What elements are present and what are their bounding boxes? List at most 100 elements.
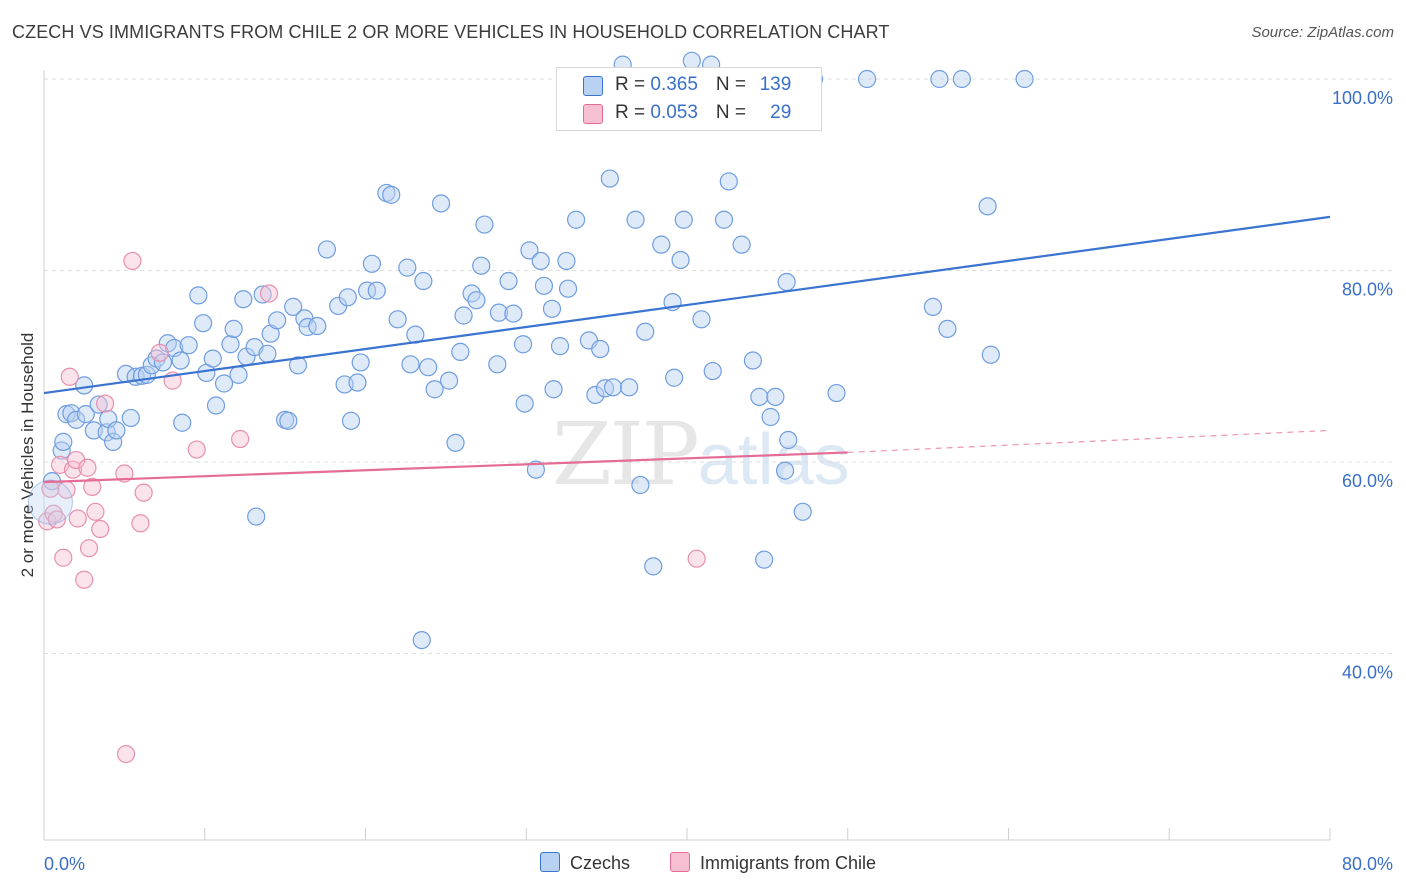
- czechs-point: [439, 371, 459, 390]
- czechs-n-label: N =: [715, 74, 752, 95]
- czechs-point: [267, 311, 287, 330]
- chart-title: CZECH VS IMMIGRANTS FROM CHILE 2 OR MORE…: [12, 22, 890, 42]
- czechs-point: [206, 396, 226, 415]
- chile-point: [687, 549, 706, 568]
- czechs-point: [499, 271, 518, 291]
- chile-trend-line-extension: [847, 429, 1331, 454]
- czechs-point: [566, 210, 586, 229]
- chile-point: [187, 440, 206, 459]
- chile-point: [63, 460, 83, 479]
- czechs-point: [732, 235, 751, 254]
- czechs-point: [189, 286, 208, 305]
- czechs-point: [348, 373, 367, 392]
- czechs-point: [308, 316, 327, 336]
- czechs-point: [179, 336, 198, 355]
- chart-source: Source: ZipAtlas.com: [1251, 24, 1394, 41]
- czechs-point: [362, 254, 382, 273]
- zipatlas-watermark: ZIPatlas: [552, 405, 850, 505]
- czechs-point: [431, 194, 451, 213]
- czechs-point: [938, 319, 957, 339]
- legend-swatch-chile: [670, 852, 690, 872]
- czechs-point: [504, 304, 523, 323]
- czechs-stats: R = 0.365 N = 139: [615, 74, 791, 96]
- czechs-point: [520, 241, 539, 260]
- czechs-point: [194, 314, 213, 333]
- chile-r-value: 0.053: [650, 102, 698, 123]
- czechs-point: [636, 322, 655, 341]
- czechs-point: [382, 185, 401, 204]
- czechs-point: [719, 172, 738, 191]
- series-legend: Czechs Immigrants from Chile: [0, 852, 1406, 878]
- czechs-point: [714, 210, 734, 229]
- czechs-point: [591, 339, 610, 359]
- czechs-point: [779, 430, 798, 450]
- czechs-point: [631, 475, 650, 495]
- czechs-point: [388, 310, 407, 329]
- czechs-point: [777, 272, 796, 292]
- y-tick-label: 60.0%: [1342, 471, 1393, 491]
- chile-point: [150, 343, 169, 362]
- czechs-point: [467, 291, 486, 310]
- czechs-point: [534, 276, 554, 295]
- czechs-point: [341, 411, 361, 430]
- czechs-point: [446, 433, 465, 452]
- chile-point: [79, 539, 99, 558]
- chile-point: [231, 429, 250, 449]
- czechs-trend-line: [43, 215, 1331, 395]
- czechs-point: [750, 387, 769, 406]
- czechs-point: [620, 378, 639, 397]
- czechs-point: [425, 380, 444, 399]
- chile-point: [259, 284, 279, 303]
- czechs-point: [298, 317, 317, 337]
- czechs-point: [107, 421, 126, 440]
- czechs-point: [692, 310, 711, 329]
- czechs-point: [475, 215, 494, 234]
- czechs-point: [171, 351, 190, 370]
- czechs-point: [600, 169, 619, 188]
- czechs-point: [398, 258, 417, 277]
- czechs-point: [671, 250, 690, 270]
- czechs-point: [526, 460, 545, 479]
- czechs-point: [923, 297, 943, 316]
- czechs-point: [412, 630, 431, 650]
- legend-item-chile: Immigrants from Chile: [670, 852, 876, 874]
- legend-label-czechs: Czechs: [570, 853, 631, 873]
- czechs-point: [703, 361, 722, 381]
- czechs-point: [451, 342, 470, 361]
- chile-point: [60, 367, 79, 386]
- czechs-point: [67, 410, 86, 429]
- watermark-zip: ZIP: [552, 405, 700, 505]
- czechs-point: [544, 380, 563, 399]
- czechs-point: [121, 408, 140, 428]
- chile-point: [134, 483, 153, 502]
- czechs-point: [414, 271, 433, 291]
- y-tick-label: 80.0%: [1342, 280, 1393, 300]
- czechs-point: [284, 297, 303, 316]
- czechs-point: [104, 432, 123, 451]
- chile-point: [75, 570, 94, 589]
- czechs-point: [89, 395, 108, 414]
- czechs-point: [401, 355, 420, 374]
- czechs-point: [952, 69, 971, 89]
- watermark-atlas: atlas: [697, 420, 850, 500]
- czechs-point: [827, 383, 846, 403]
- czechs-point: [229, 365, 248, 384]
- czechs-point: [454, 306, 473, 325]
- chile-point: [95, 394, 115, 413]
- czechs-point: [775, 461, 795, 480]
- czechs-point: [173, 413, 192, 432]
- chile-r-label: R =: [615, 102, 651, 123]
- czechs-point: [153, 353, 173, 372]
- czechs-point: [674, 210, 693, 229]
- czechs-n-value: 139: [759, 74, 792, 95]
- czechs-point: [981, 345, 1000, 364]
- czechs-point: [234, 290, 253, 309]
- czechs-point: [472, 256, 491, 275]
- czechs-point: [558, 279, 578, 298]
- czechs-point: [665, 368, 684, 387]
- czechs-point: [978, 197, 997, 216]
- chile-point: [78, 458, 97, 477]
- czechs-point: [203, 349, 222, 368]
- x-tick-label: 0.0%: [44, 854, 85, 874]
